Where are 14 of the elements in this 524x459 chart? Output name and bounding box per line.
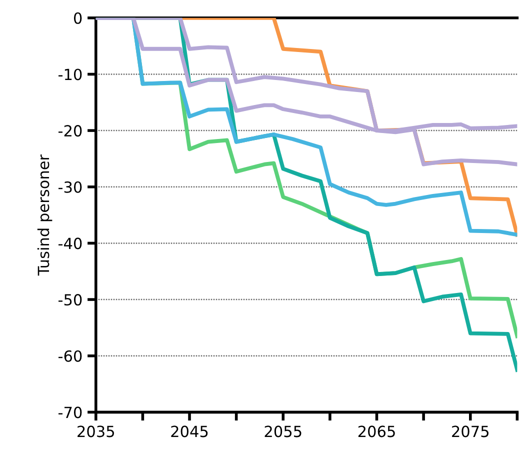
- y-tick-label: -30: [58, 181, 82, 193]
- y-tick-label: -50: [58, 294, 82, 306]
- x-tick-label: 2045: [171, 426, 208, 438]
- y-axis-title: Tusind personer: [37, 154, 52, 276]
- y-tick-label: -40: [58, 238, 82, 250]
- x-tick-label: 2065: [358, 426, 395, 438]
- y-tick-label: 0: [74, 12, 82, 24]
- x-tick-label: 2075: [452, 426, 488, 438]
- x-tick-label: 2055: [264, 426, 302, 438]
- y-tick-label: -20: [58, 125, 82, 137]
- x-tick-label: 2035: [78, 426, 114, 438]
- y-tick-label: -70: [58, 406, 82, 418]
- y-tick-label: -60: [58, 350, 82, 362]
- y-tick-label: -10: [58, 68, 82, 80]
